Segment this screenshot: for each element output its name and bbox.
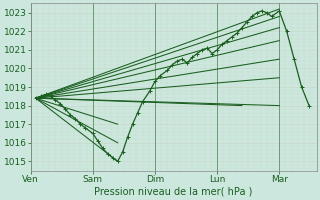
X-axis label: Pression niveau de la mer( hPa ): Pression niveau de la mer( hPa ) xyxy=(94,187,253,197)
